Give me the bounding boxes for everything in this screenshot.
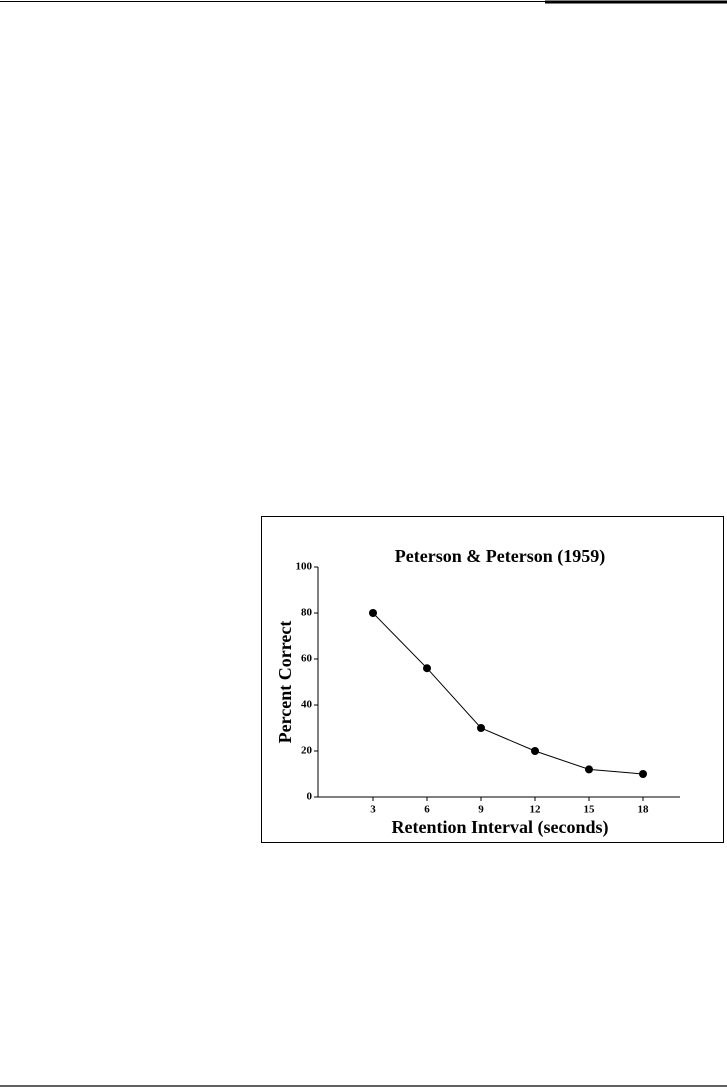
x-tick-label: 3	[370, 804, 376, 816]
y-tick-label: 80	[301, 607, 313, 619]
y-tick-label: 40	[301, 699, 313, 711]
y-tick-label: 100	[296, 561, 313, 573]
y-tick-label: 20	[301, 745, 313, 757]
data-point	[531, 747, 539, 755]
series-line	[372, 612, 644, 775]
y-tick-label: 60	[301, 653, 313, 665]
y-axis-label: Percent Correct	[275, 621, 295, 744]
data-point	[369, 609, 377, 617]
x-tick-label: 15	[584, 804, 596, 816]
data-point	[423, 664, 431, 673]
x-tick-label: 6	[424, 804, 430, 816]
data-point	[639, 770, 647, 778]
y-tick-label: 0	[307, 791, 313, 803]
chart-title: Peterson & Peterson (1959)	[395, 546, 605, 567]
x-tick-label: 12	[530, 804, 542, 816]
x-tick-label: 9	[478, 804, 484, 816]
data-point	[585, 765, 593, 774]
figure-frame	[261, 516, 724, 843]
x-axis-label: Retention Interval (seconds)	[392, 817, 609, 838]
data-point	[477, 724, 485, 732]
x-tick-label: 18	[638, 804, 650, 816]
